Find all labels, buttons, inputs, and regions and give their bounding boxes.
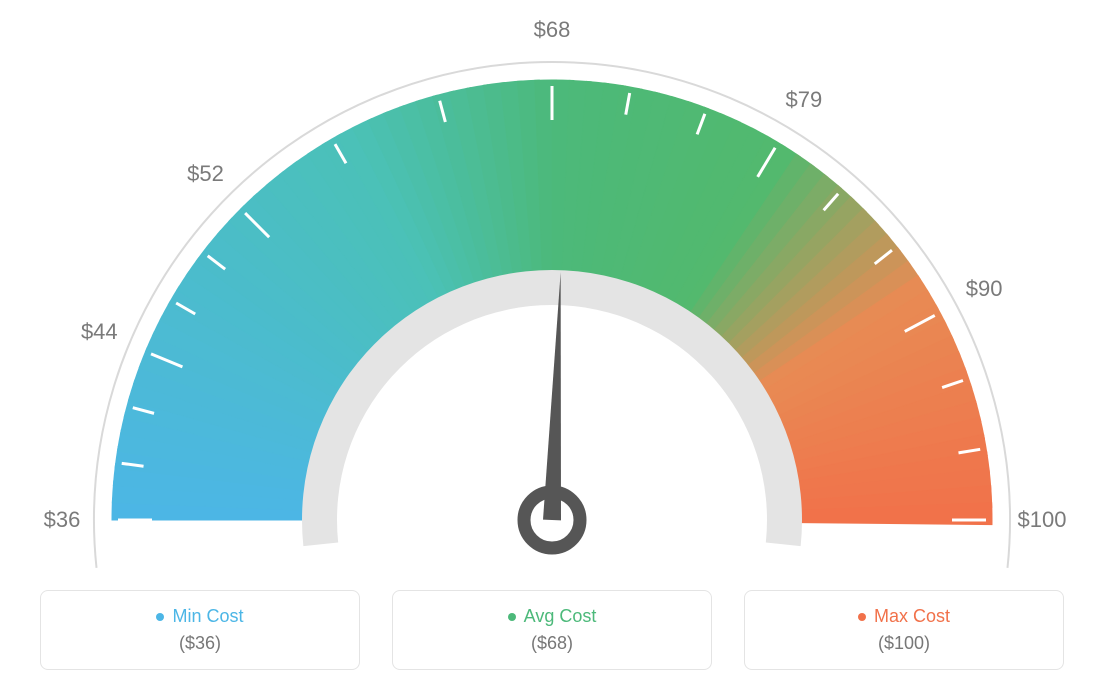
legend-label-max: Max Cost [874, 606, 950, 627]
legend-top-min: Min Cost [156, 606, 243, 627]
legend-value-max: ($100) [878, 633, 930, 654]
legend-top-avg: Avg Cost [508, 606, 597, 627]
legend-card-min: Min Cost ($36) [40, 590, 360, 670]
gauge-chart-container: $36 $44 $52 $68 $79 $90 $100 Min Cost ($36) Av… [0, 0, 1104, 690]
tick-label: $90 [966, 276, 1003, 302]
legend-dot-max [858, 613, 866, 621]
tick-label: $100 [1018, 507, 1067, 533]
legend-top-max: Max Cost [858, 606, 950, 627]
legend-dot-avg [508, 613, 516, 621]
legend-dot-min [156, 613, 164, 621]
tick-label: $52 [187, 161, 224, 187]
legend-value-min: ($36) [179, 633, 221, 654]
legend-card-max: Max Cost ($100) [744, 590, 1064, 670]
tick-label: $79 [786, 87, 823, 113]
tick-label: $68 [534, 17, 571, 43]
legend-value-avg: ($68) [531, 633, 573, 654]
tick-label: $36 [44, 507, 81, 533]
legend-row: Min Cost ($36) Avg Cost ($68) Max Cost (… [0, 590, 1104, 670]
legend-label-min: Min Cost [172, 606, 243, 627]
legend-label-avg: Avg Cost [524, 606, 597, 627]
gauge-svg [0, 0, 1104, 570]
legend-card-avg: Avg Cost ($68) [392, 590, 712, 670]
gauge-area: $36 $44 $52 $68 $79 $90 $100 [0, 0, 1104, 570]
tick-label: $44 [81, 319, 118, 345]
